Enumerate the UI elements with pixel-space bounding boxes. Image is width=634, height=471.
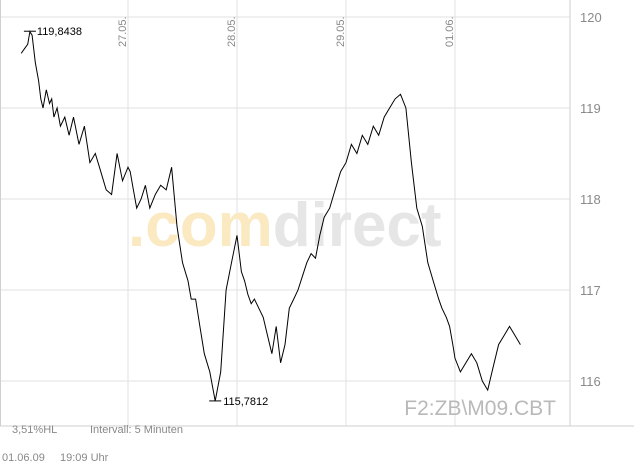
y-tick-label: 116 xyxy=(580,374,601,389)
time-label: 19:09 Uhr xyxy=(60,452,109,464)
min-max-markers: 119,8438 115,7812 xyxy=(23,26,268,408)
min-value-label: 115,7812 xyxy=(223,396,268,408)
x-date-label: 27.05. xyxy=(117,16,129,47)
x-date-labels: 27.05. 28.05. 29.05. 01.06. xyxy=(117,16,456,47)
symbol-label: F2:ZB\M09.CBT xyxy=(404,397,556,420)
y-tick-label: 117 xyxy=(580,283,601,298)
watermark-part-com: .com xyxy=(128,191,273,260)
y-tick-labels: 120 119 118 117 116 xyxy=(580,10,602,389)
x-date-label: 29.05. xyxy=(335,16,347,47)
x-date-label: 28.05. xyxy=(226,16,238,47)
grid-layer xyxy=(0,0,570,426)
comdirect-watermark: .comdirect xyxy=(128,191,442,260)
max-value-label: 119,8438 xyxy=(37,26,82,38)
date-label: 01.06.09 xyxy=(2,452,45,464)
hl-label: 3,51%HL xyxy=(12,424,58,436)
y-tick-label: 118 xyxy=(580,192,601,207)
y-tick-label: 120 xyxy=(580,10,602,25)
watermark: .comdirect xyxy=(128,191,442,260)
watermark-part-direct: direct xyxy=(273,191,442,260)
price-series-line xyxy=(20,30,521,402)
interval-label: Intervall: 5 Minuten xyxy=(90,424,183,436)
y-tick-label: 119 xyxy=(580,101,601,116)
x-date-label: 01.06. xyxy=(444,16,456,47)
